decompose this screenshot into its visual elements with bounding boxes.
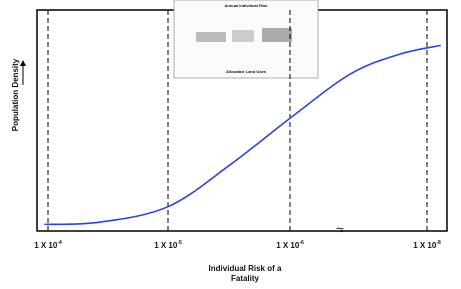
inset-graphic <box>232 30 254 42</box>
axis-break: ≈ <box>336 222 344 238</box>
tick-base: 1 X 10 <box>34 241 58 250</box>
x-tick-label: 1 X 10-5 <box>154 240 182 250</box>
chart: Annual Individual Risk Allowable Land Us… <box>0 0 461 289</box>
x-axis-label: Individual Risk of a <box>209 264 282 273</box>
tick-exp: -6 <box>299 240 304 246</box>
tick-exp: -5 <box>177 240 182 246</box>
inset: Annual Individual Risk Allowable Land Us… <box>174 0 318 78</box>
tick-base: 1 X 10 <box>154 241 178 250</box>
x-tick-label: 1 X 10-6 <box>276 240 304 250</box>
x-axis-label: Fatality <box>231 274 260 283</box>
tick-exp: -4 <box>57 240 62 246</box>
inset-graphic <box>262 28 292 42</box>
x-tick-label: 1 X 10-4 <box>34 240 62 250</box>
page: {"chart_data": {"type": "line", "y_label… <box>0 0 461 289</box>
inset-footer: Allowable Land Uses <box>226 69 267 74</box>
y-axis-arrowhead <box>20 60 26 66</box>
inset-graphic <box>196 32 226 42</box>
tick-base: 1 X 10 <box>413 241 437 250</box>
tick-exp: -8 <box>436 240 441 246</box>
tick-base: 1 X 10 <box>276 241 300 250</box>
y-axis-label: Population Density <box>11 58 20 131</box>
inset-title: Annual Individual Risk <box>225 3 269 8</box>
x-tick-label: 1 X 10-8 <box>413 240 441 250</box>
